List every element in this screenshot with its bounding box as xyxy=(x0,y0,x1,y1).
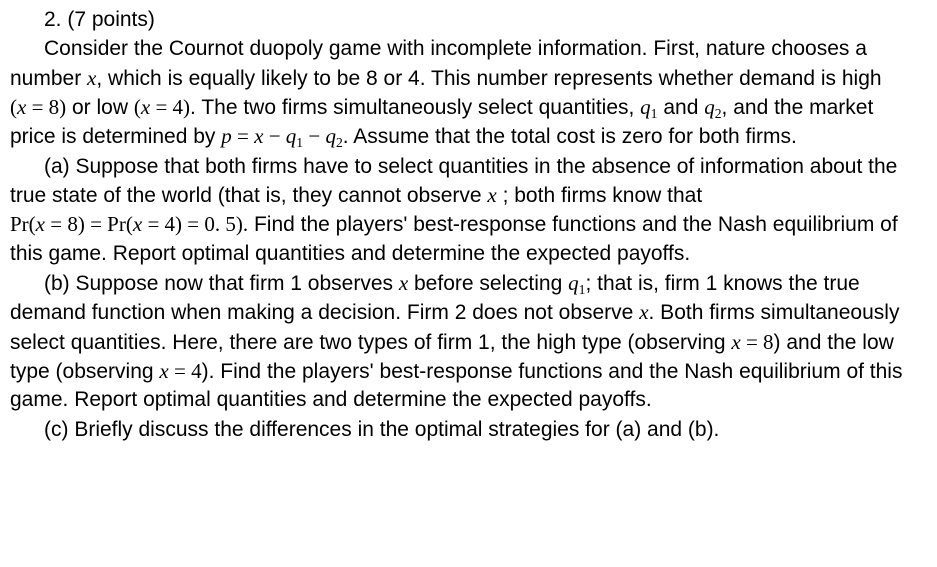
b-hi-x: x xyxy=(731,330,740,354)
paren-open-2: ( xyxy=(134,95,141,119)
b-x2: x xyxy=(639,300,648,324)
a-text-2: ; both firms know that xyxy=(497,184,702,207)
a-text-1: (a) Suppose that both firms have to sele… xyxy=(10,155,897,207)
a-prob-eq1: = 8) = Pr( xyxy=(45,212,133,236)
q1-sym: q xyxy=(640,95,651,119)
price-minus2: − xyxy=(303,124,325,148)
price-eq: = xyxy=(232,124,254,148)
lo-x: x xyxy=(141,95,150,119)
price-q2-sub: 2 xyxy=(336,135,343,150)
intro-text-4: . The two firms simultaneously select qu… xyxy=(190,96,640,119)
q2-sym: q xyxy=(704,95,715,119)
hi-x: x xyxy=(17,95,26,119)
q1-sub: 1 xyxy=(651,106,658,121)
a-prob-eq2: = 4) = 0. 5). xyxy=(142,212,248,236)
a-prob-pr1: Pr( xyxy=(10,212,36,236)
var-x: x xyxy=(87,66,96,90)
paren-open-1: ( xyxy=(10,95,17,119)
q2-sub: 2 xyxy=(715,106,722,121)
b-lo-x: x xyxy=(159,359,168,383)
hi-eq: = 8) xyxy=(26,95,66,119)
problem-page: 2. (7 points) Consider the Cournot duopo… xyxy=(0,0,937,455)
problem-number: 2. (7 points) xyxy=(10,6,919,34)
price-q1: q xyxy=(286,124,297,148)
intro-text-6: . Assume that the total cost is zero for… xyxy=(343,125,797,148)
price-p: p xyxy=(221,124,232,148)
intro-and: and xyxy=(658,96,705,119)
intro-text-3: or low xyxy=(66,96,134,119)
part-a-paragraph: (a) Suppose that both firms have to sele… xyxy=(10,153,919,268)
b-text-1: (b) Suppose now that firm 1 observes xyxy=(44,272,399,295)
b-text-2: before selecting xyxy=(408,272,568,295)
lo-eq: = 4) xyxy=(150,95,190,119)
part-b-paragraph: (b) Suppose now that firm 1 observes x b… xyxy=(10,269,919,415)
intro-text-2: , which is equally likely to be 8 or 4. … xyxy=(96,67,881,90)
a-prob-x2: x xyxy=(133,212,142,236)
price-minus1: − xyxy=(263,124,285,148)
b-q1: q xyxy=(568,271,579,295)
b-hi-eq: = 8 xyxy=(741,330,774,354)
intro-paragraph: Consider the Cournot duopoly game with i… xyxy=(10,35,919,151)
a-x: x xyxy=(487,183,496,207)
part-c-paragraph: (c) Briefly discuss the differences in t… xyxy=(10,416,919,444)
b-lo-eq: = 4 xyxy=(169,359,202,383)
b-x1: x xyxy=(399,271,408,295)
price-q2: q xyxy=(325,124,336,148)
a-prob-x1: x xyxy=(36,212,45,236)
